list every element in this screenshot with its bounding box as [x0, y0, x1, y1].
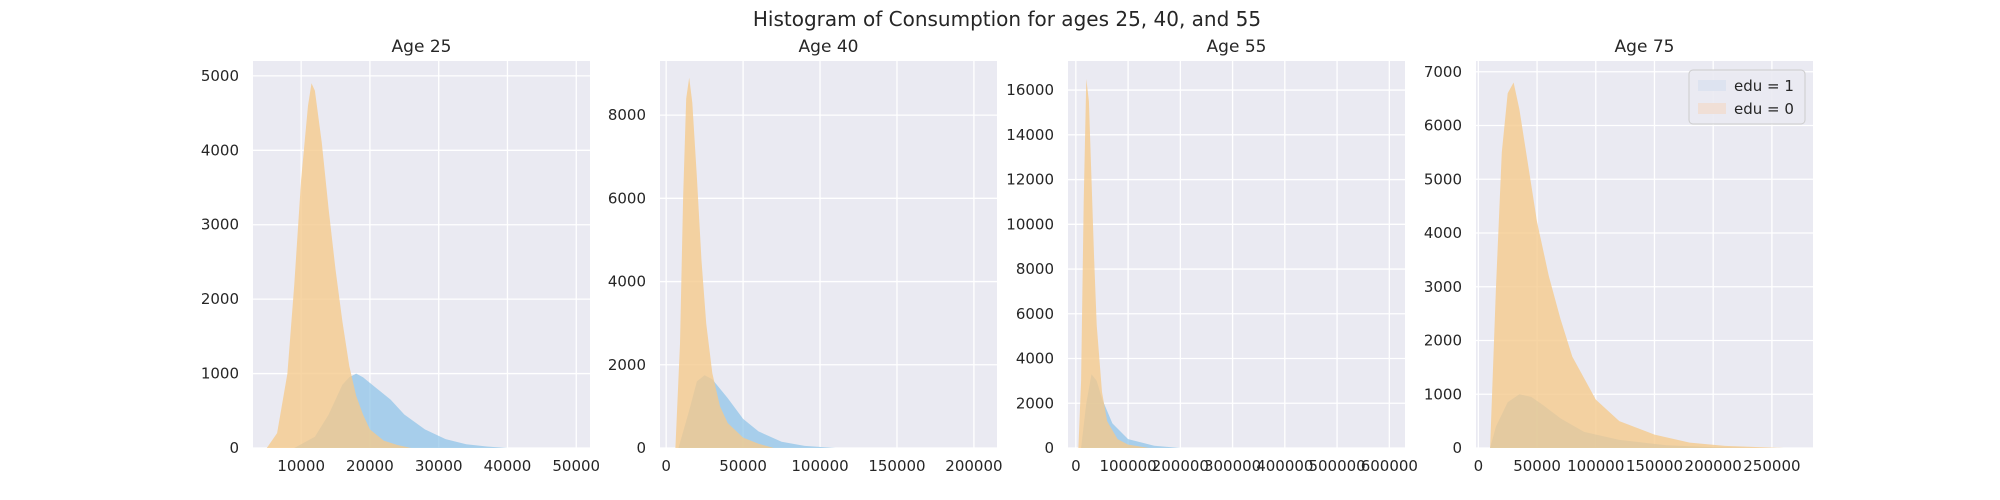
y-tick-label: 5000 [201, 67, 239, 85]
panel-1: Age 25 10000 20000 30000 40000 50000 0 1000 2000… [201, 37, 600, 475]
panel-title: Age 40 [799, 37, 859, 57]
y-tick-label: 3000 [1424, 278, 1462, 296]
panel-3: Age 550 100000200000300000400000500000600… [1006, 37, 1418, 475]
x-tick-label: 100000 [791, 457, 848, 475]
legend-label: edu = 0 [1734, 100, 1794, 118]
y-tick-label: 5000 [1424, 170, 1462, 188]
x-tick-label: 50000 [719, 457, 767, 475]
panel-title: Age 75 [1615, 37, 1675, 57]
y-tick-label: 4000 [1016, 350, 1054, 368]
x-tick-label: 40000 [484, 457, 532, 475]
x-tick-label: 0 [1474, 457, 1484, 475]
panel-title: Age 55 [1207, 37, 1267, 57]
y-tick-label: 3000 [201, 216, 239, 234]
x-tick-label: 150000 [1626, 457, 1683, 475]
y-tick-label: 6000 [608, 189, 646, 207]
x-tick-label: 500000 [1308, 457, 1365, 475]
x-tick-label: 100000 [1567, 457, 1624, 475]
x-tick-label: 200000 [945, 457, 1002, 475]
x-tick-label: 250000 [1743, 457, 1800, 475]
y-tick-label: 4000 [201, 141, 239, 159]
y-tick-label: 0 [1452, 439, 1462, 457]
y-tick-label: 6000 [1424, 117, 1462, 135]
x-tick-label: 20000 [346, 457, 394, 475]
panel-4: Age 75 0 50000 100000 150000 200000 250000 0 100… [1424, 37, 1813, 475]
y-tick-label: 8000 [608, 106, 646, 124]
y-tick-label: 12000 [1006, 171, 1054, 189]
x-tick-label: 10000 [277, 457, 325, 475]
x-tick-label: 0 [1071, 457, 1081, 475]
y-tick-label: 14000 [1006, 126, 1054, 144]
legend: edu = 1 edu = 0 [1688, 69, 1806, 125]
plot-area [660, 61, 997, 448]
x-tick-label: 400000 [1256, 457, 1313, 475]
series-edu0-area [675, 77, 774, 448]
panel-title: Age 25 [392, 37, 452, 57]
y-tick-label: 6000 [1016, 305, 1054, 323]
x-tick-label: 100000 [1099, 457, 1156, 475]
legend-swatch [1698, 103, 1726, 114]
legend-swatch [1698, 80, 1726, 91]
x-tick-label: 300000 [1204, 457, 1261, 475]
y-tick-label: 0 [1044, 439, 1054, 457]
y-tick-label: 2000 [201, 290, 239, 308]
x-tick-label: 50000 [552, 457, 600, 475]
figure-title: Histogram of Consumption for ages 25, 40… [753, 7, 1261, 31]
x-tick-label: 150000 [868, 457, 925, 475]
legend-label: edu = 1 [1734, 77, 1794, 95]
y-tick-label: 4000 [608, 273, 646, 291]
panel-2: Age 40 0 50000 100000 150000 200000 0 2000 4000 6… [608, 37, 1003, 475]
y-tick-label: 4000 [1424, 224, 1462, 242]
series-edu0-area [1490, 82, 1784, 448]
y-tick-label: 10000 [1006, 215, 1054, 233]
y-tick-label: 2000 [1424, 332, 1462, 350]
y-tick-label: 16000 [1006, 81, 1054, 99]
x-tick-label: 200000 [1685, 457, 1742, 475]
series-edu0-area [1078, 78, 1149, 448]
x-tick-label: 30000 [415, 457, 463, 475]
y-tick-label: 1000 [201, 365, 239, 383]
y-tick-label: 8000 [1016, 260, 1054, 278]
y-tick-label: 2000 [608, 356, 646, 374]
plot-area [1068, 61, 1405, 448]
x-tick-label: 200000 [1152, 457, 1209, 475]
x-tick-label: 50000 [1513, 457, 1561, 475]
x-tick-label: 600000 [1361, 457, 1418, 475]
series-edu0-area [266, 83, 412, 448]
y-tick-label: 0 [636, 439, 646, 457]
y-tick-label: 7000 [1424, 63, 1462, 81]
y-tick-label: 1000 [1424, 385, 1462, 403]
x-tick-label: 0 [661, 457, 671, 475]
y-tick-label: 2000 [1016, 394, 1054, 412]
y-tick-label: 0 [229, 439, 239, 457]
